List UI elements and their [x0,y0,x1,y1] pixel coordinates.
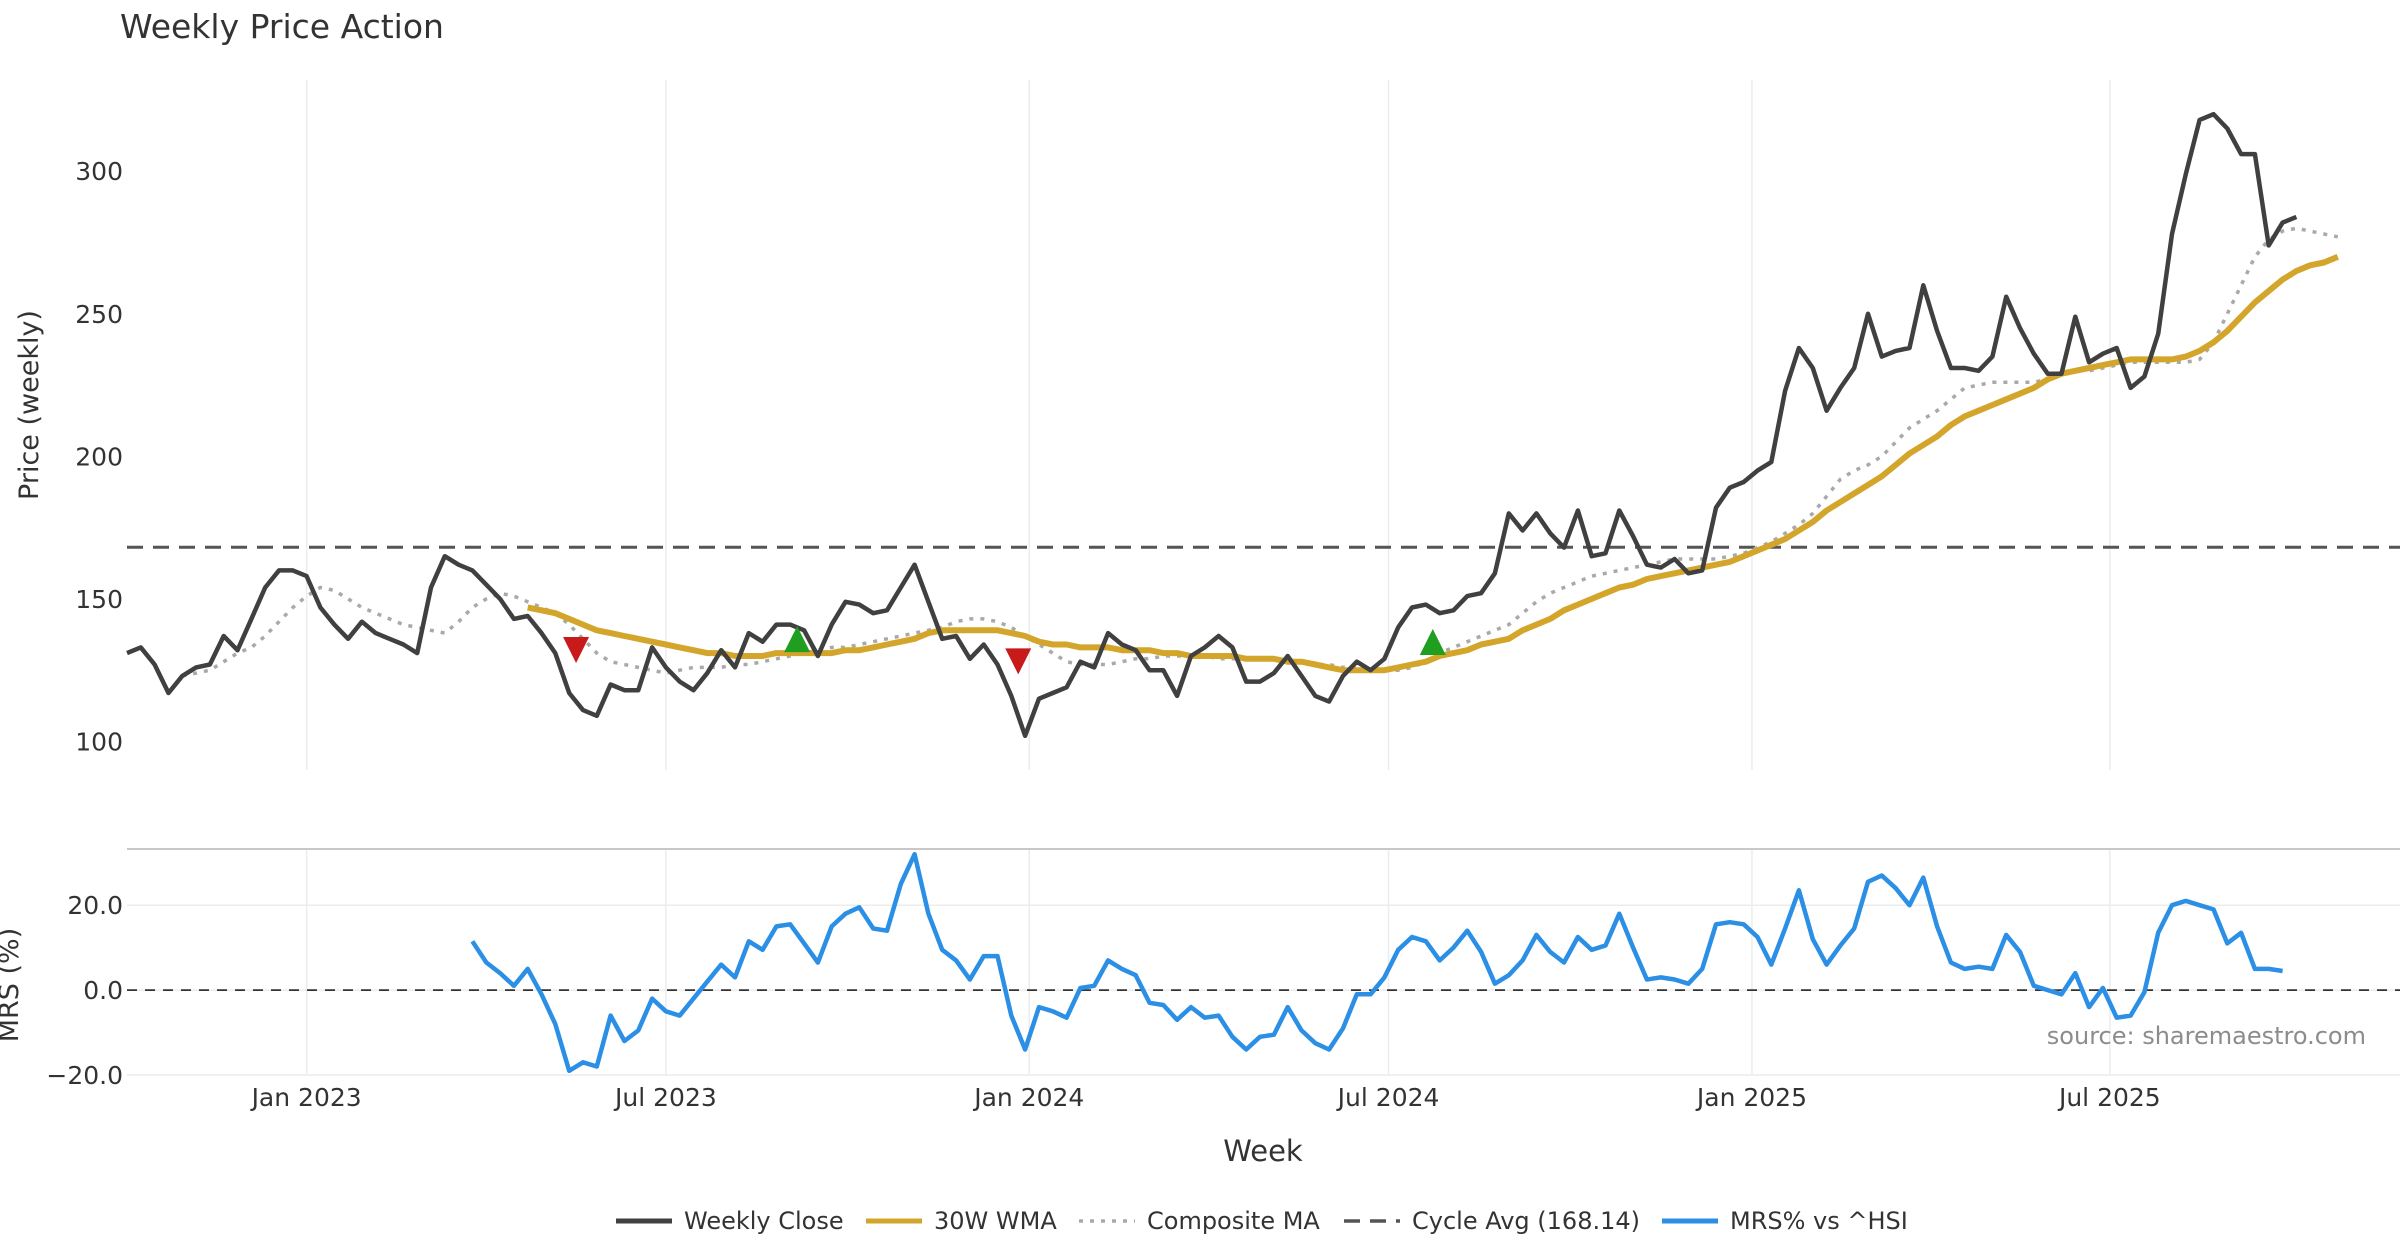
price-y-tick-200: 200 [75,442,123,471]
weekly-close-line [126,111,2298,739]
wma-30w-line [527,254,2339,674]
buy-marker-1 [784,626,811,653]
mrs-y-axis-label: MRS (%) [0,928,25,1043]
price-y-ticks: 100 150 200 250 300 [75,157,123,756]
x-tick-3: Jul 2024 [1336,1083,1440,1112]
x-tick-1: Jul 2023 [613,1083,717,1112]
mrs-line [470,851,2283,1074]
buy-marker-3 [1419,628,1446,655]
x-tick-labels: Jan 2023 Jul 2023 Jan 2024 Jul 2024 Jan 2025… [250,1083,2161,1112]
price-y-tick-250: 250 [75,300,123,329]
x-tick-5: Jul 2025 [2057,1083,2161,1112]
x-tick-4: Jan 2025 [1695,1083,1807,1112]
signal-markers [563,626,1446,675]
price-panel: 100 150 200 250 300 Price (weekly) [14,80,2400,770]
legend-label-3: Cycle Avg (168.14) [1412,1207,1640,1235]
x-axis-label: Week [1223,1134,1303,1168]
price-y-tick-300: 300 [75,157,123,186]
legend: Weekly Close 30W WMA Composite MA Cycle Avg… [616,1207,1908,1235]
legend-label-4: MRS% vs ^HSI [1730,1207,1908,1235]
x-tick-2: Jan 2024 [972,1083,1084,1112]
mrs-y-tick-0: −20.0 [46,1061,123,1090]
chart-title: Weekly Price Action [120,7,444,46]
mrs-y-tick-1: 0.0 [83,976,123,1005]
price-y-tick-100: 100 [75,727,123,756]
mrs-y-tick-2: 20.0 [67,891,123,920]
x-tick-0: Jan 2023 [250,1083,362,1112]
sell-marker-2 [1005,648,1032,675]
price-y-tick-150: 150 [75,585,123,614]
mrs-panel: −20.0 0.0 20.0 MRS (%) source: sharemaestr… [0,850,2400,1090]
legend-label-1: 30W WMA [934,1207,1057,1235]
price-gridlines [305,80,2111,770]
mrs-y-ticks: −20.0 0.0 20.0 [46,891,123,1090]
legend-label-0: Weekly Close [684,1207,844,1235]
price-y-axis-label: Price (weekly) [14,310,45,500]
sell-marker-0 [563,636,590,663]
legend-label-2: Composite MA [1147,1207,1320,1235]
source-label: source: sharemaestro.com [2047,1022,2366,1050]
